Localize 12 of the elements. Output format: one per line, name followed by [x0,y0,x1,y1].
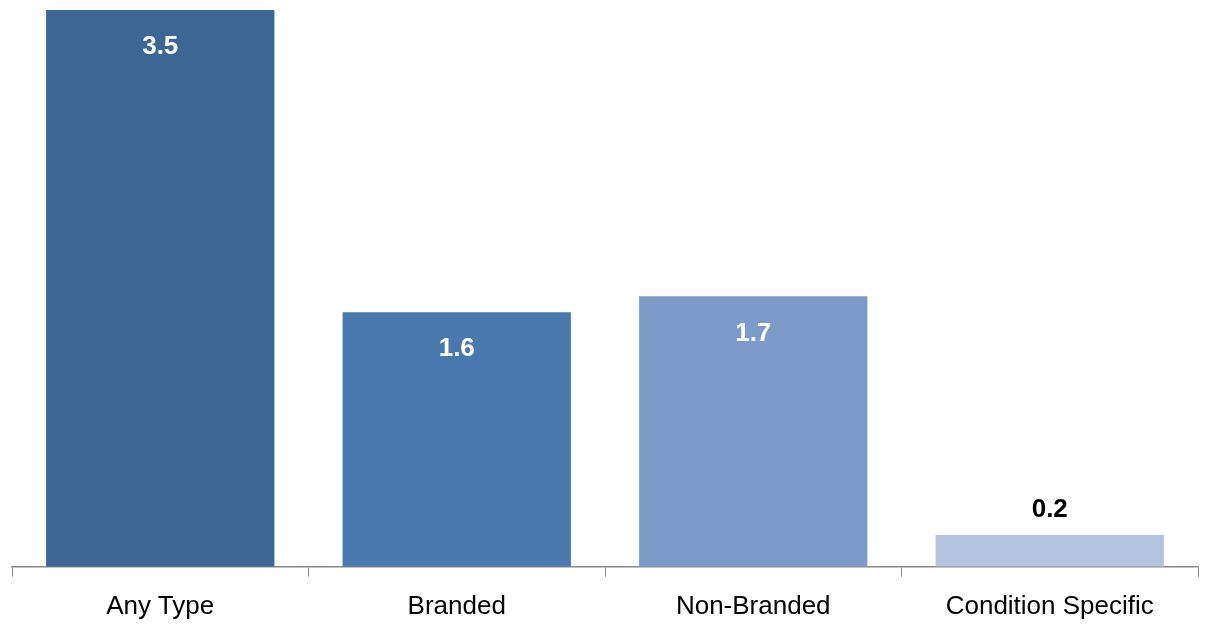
x-tick-label: Non-Branded [675,589,831,620]
x-tick-label: Condition Specific [945,589,1154,620]
x-tick-label: Branded [407,589,506,620]
data-label: 3.5 [142,30,179,61]
bar [935,534,1164,567]
x-tick-label: Any Type [106,589,215,620]
bar [46,10,275,567]
bar [342,312,571,567]
data-label: 1.7 [735,316,772,347]
data-label: 0.2 [1031,493,1068,524]
bar [639,296,868,567]
data-label: 1.6 [438,332,475,363]
